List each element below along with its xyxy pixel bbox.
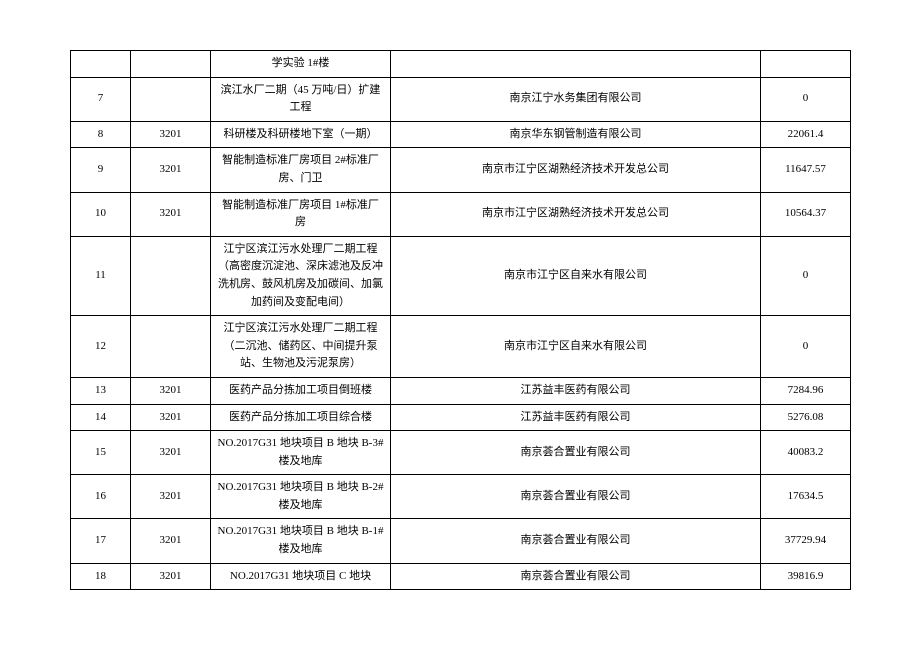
cell-company: 南京市江宁区自来水有限公司 (391, 236, 761, 315)
cell-code (131, 51, 211, 78)
cell-value (761, 51, 851, 78)
cell-company: 南京荟合置业有限公司 (391, 475, 761, 519)
cell-seq: 16 (71, 475, 131, 519)
cell-value: 10564.37 (761, 192, 851, 236)
cell-seq: 14 (71, 404, 131, 431)
cell-company: 南京华东钢管制造有限公司 (391, 121, 761, 148)
table-row: 8 3201 科研楼及科研楼地下室（一期） 南京华东钢管制造有限公司 22061… (71, 121, 851, 148)
cell-code (131, 316, 211, 378)
cell-code: 3201 (131, 148, 211, 192)
table-row: 16 3201 NO.2017G31 地块项目 B 地块 B-2#楼及地库 南京… (71, 475, 851, 519)
table-row: 15 3201 NO.2017G31 地块项目 B 地块 B-3#楼及地库 南京… (71, 431, 851, 475)
cell-seq: 18 (71, 563, 131, 590)
cell-code: 3201 (131, 475, 211, 519)
cell-code: 3201 (131, 377, 211, 404)
cell-project: 智能制造标准厂房项目 2#标准厂房、门卫 (211, 148, 391, 192)
cell-value: 7284.96 (761, 377, 851, 404)
cell-project: 医药产品分拣加工项目倒班楼 (211, 377, 391, 404)
cell-value: 22061.4 (761, 121, 851, 148)
cell-seq: 12 (71, 316, 131, 378)
cell-company: 南京市江宁区自来水有限公司 (391, 316, 761, 378)
cell-company (391, 51, 761, 78)
cell-code: 3201 (131, 192, 211, 236)
cell-company: 南京市江宁区湖熟经济技术开发总公司 (391, 148, 761, 192)
cell-value: 37729.94 (761, 519, 851, 563)
table-row: 7 滨江水厂二期（45 万吨/日）扩建工程 南京江宁水务集团有限公司 0 (71, 77, 851, 121)
project-table: 学实验 1#楼 7 滨江水厂二期（45 万吨/日）扩建工程 南京江宁水务集团有限… (70, 50, 851, 590)
cell-code: 3201 (131, 121, 211, 148)
cell-value: 39816.9 (761, 563, 851, 590)
cell-seq: 13 (71, 377, 131, 404)
table-row: 11 江宁区滨江污水处理厂二期工程（高密度沉淀池、深床滤池及反冲洗机房、鼓风机房… (71, 236, 851, 315)
cell-project: 科研楼及科研楼地下室（一期） (211, 121, 391, 148)
cell-project: NO.2017G31 地块项目 C 地块 (211, 563, 391, 590)
cell-value: 11647.57 (761, 148, 851, 192)
table-row: 10 3201 智能制造标准厂房项目 1#标准厂房 南京市江宁区湖熟经济技术开发… (71, 192, 851, 236)
cell-seq: 10 (71, 192, 131, 236)
cell-code (131, 236, 211, 315)
cell-value: 5276.08 (761, 404, 851, 431)
cell-project: 学实验 1#楼 (211, 51, 391, 78)
cell-company: 南京荟合置业有限公司 (391, 431, 761, 475)
cell-project: 医药产品分拣加工项目综合楼 (211, 404, 391, 431)
table-row: 14 3201 医药产品分拣加工项目综合楼 江苏益丰医药有限公司 5276.08 (71, 404, 851, 431)
cell-value: 0 (761, 236, 851, 315)
cell-project: NO.2017G31 地块项目 B 地块 B-1#楼及地库 (211, 519, 391, 563)
cell-project: 智能制造标准厂房项目 1#标准厂房 (211, 192, 391, 236)
cell-code: 3201 (131, 404, 211, 431)
cell-value: 0 (761, 77, 851, 121)
table-body: 学实验 1#楼 7 滨江水厂二期（45 万吨/日）扩建工程 南京江宁水务集团有限… (71, 51, 851, 590)
table-row: 12 江宁区滨江污水处理厂二期工程（二沉池、储药区、中间提升泵站、生物池及污泥泵… (71, 316, 851, 378)
cell-code: 3201 (131, 563, 211, 590)
cell-value: 17634.5 (761, 475, 851, 519)
cell-code: 3201 (131, 519, 211, 563)
cell-project: NO.2017G31 地块项目 B 地块 B-3#楼及地库 (211, 431, 391, 475)
cell-value: 40083.2 (761, 431, 851, 475)
cell-company: 南京江宁水务集团有限公司 (391, 77, 761, 121)
table-row: 18 3201 NO.2017G31 地块项目 C 地块 南京荟合置业有限公司 … (71, 563, 851, 590)
cell-company: 南京市江宁区湖熟经济技术开发总公司 (391, 192, 761, 236)
cell-company: 南京荟合置业有限公司 (391, 563, 761, 590)
table-row: 13 3201 医药产品分拣加工项目倒班楼 江苏益丰医药有限公司 7284.96 (71, 377, 851, 404)
table-row: 17 3201 NO.2017G31 地块项目 B 地块 B-1#楼及地库 南京… (71, 519, 851, 563)
cell-code: 3201 (131, 431, 211, 475)
cell-value: 0 (761, 316, 851, 378)
cell-company: 南京荟合置业有限公司 (391, 519, 761, 563)
table-row: 9 3201 智能制造标准厂房项目 2#标准厂房、门卫 南京市江宁区湖熟经济技术… (71, 148, 851, 192)
cell-seq: 17 (71, 519, 131, 563)
cell-company: 江苏益丰医药有限公司 (391, 377, 761, 404)
cell-code (131, 77, 211, 121)
table-row: 学实验 1#楼 (71, 51, 851, 78)
cell-seq: 8 (71, 121, 131, 148)
cell-project: 江宁区滨江污水处理厂二期工程（高密度沉淀池、深床滤池及反冲洗机房、鼓风机房及加碳… (211, 236, 391, 315)
cell-company: 江苏益丰医药有限公司 (391, 404, 761, 431)
cell-project: 江宁区滨江污水处理厂二期工程（二沉池、储药区、中间提升泵站、生物池及污泥泵房） (211, 316, 391, 378)
cell-seq: 9 (71, 148, 131, 192)
cell-seq: 11 (71, 236, 131, 315)
cell-seq (71, 51, 131, 78)
cell-project: NO.2017G31 地块项目 B 地块 B-2#楼及地库 (211, 475, 391, 519)
cell-seq: 15 (71, 431, 131, 475)
cell-seq: 7 (71, 77, 131, 121)
cell-project: 滨江水厂二期（45 万吨/日）扩建工程 (211, 77, 391, 121)
